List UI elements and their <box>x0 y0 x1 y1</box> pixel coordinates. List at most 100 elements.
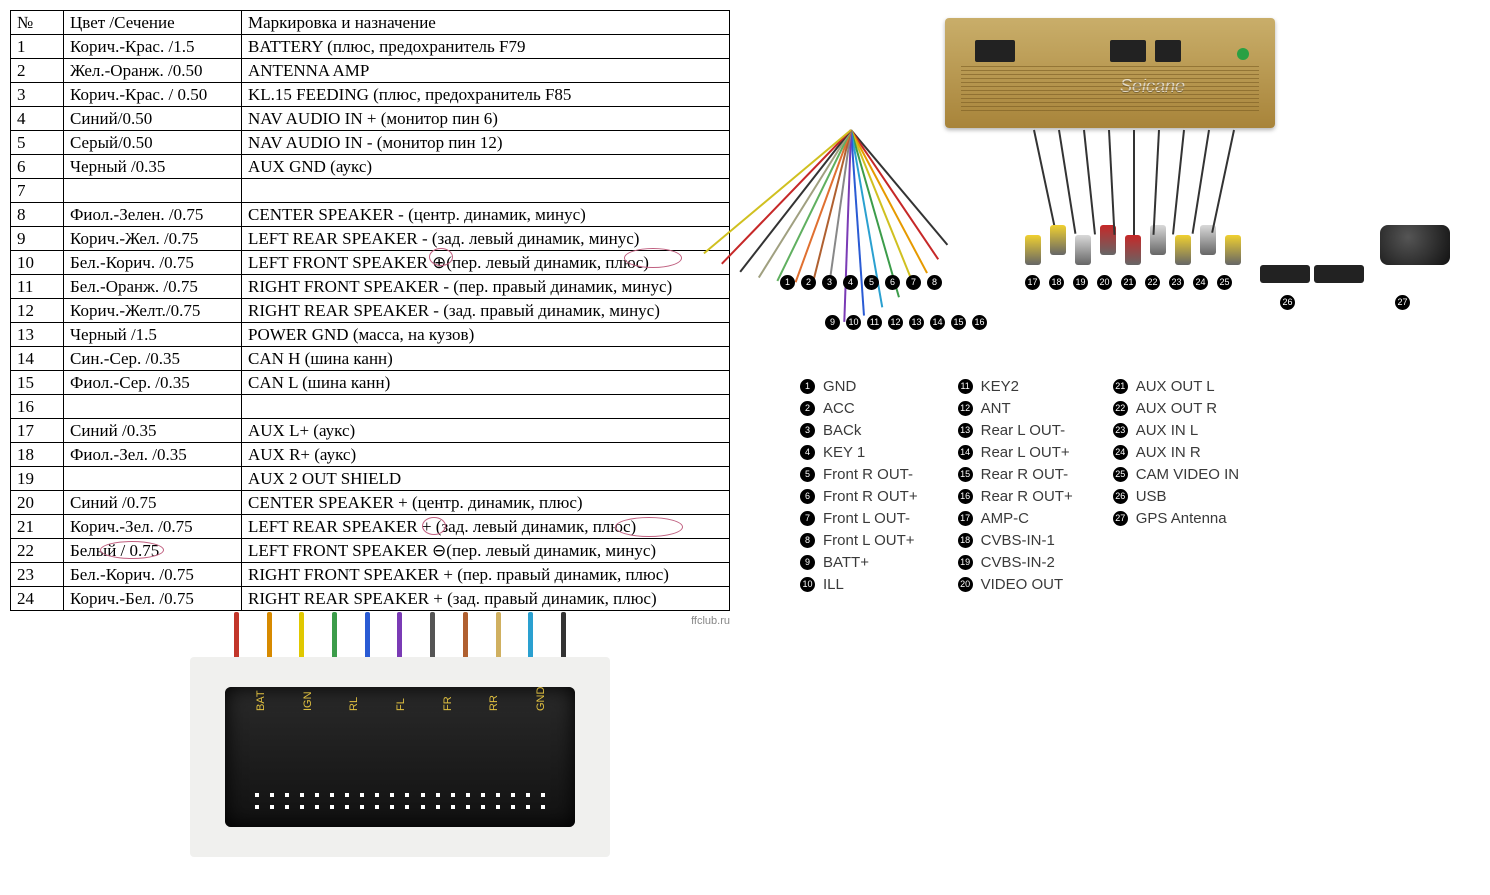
connector-pin <box>511 805 515 809</box>
table-row: 8Фиол.-Зелен. /0.75CENTER SPEAKER - (цен… <box>11 203 730 227</box>
legend-row: 20VIDEO OUT <box>958 576 1073 593</box>
legend-text: AUX IN R <box>1136 444 1201 461</box>
cell-description: CENTER SPEAKER + (центр. динамик, плюс) <box>242 491 730 515</box>
cell-number: 24 <box>11 587 64 611</box>
connector-pin <box>330 793 334 797</box>
cell-number: 21 <box>11 515 64 539</box>
cell-color: Корич.-Зел. /0.75 <box>64 515 242 539</box>
cell-number: 4 <box>11 107 64 131</box>
legend-text: VIDEO OUT <box>981 576 1064 593</box>
connector-pin <box>421 793 425 797</box>
pin-marker: 24 <box>1193 275 1208 290</box>
legend-row: 12ANT <box>958 400 1073 417</box>
cell-color: Корич.-Крас. /1.5 <box>64 35 242 59</box>
connector-pin <box>315 805 319 809</box>
cell-description: AUX GND (аукс) <box>242 155 730 179</box>
wire <box>850 129 948 245</box>
legend-text: Rear R OUT+ <box>981 488 1073 505</box>
legend-number: 17 <box>958 511 973 526</box>
hand-circle <box>624 248 682 268</box>
connector-pin <box>375 805 379 809</box>
cell-color <box>64 467 242 491</box>
hand-circle <box>422 517 446 535</box>
legend-text: BACk <box>823 422 861 439</box>
cell-color: Синий /0.35 <box>64 419 242 443</box>
cell-color: Синий /0.75 <box>64 491 242 515</box>
cell-description: RIGHT FRONT SPEAKER - (пер. правый динам… <box>242 275 730 299</box>
legend-row: 21AUX OUT L <box>1113 378 1239 395</box>
legend-row: 27GPS Antenna <box>1113 510 1239 527</box>
pin-marker: 19 <box>1073 275 1088 290</box>
table-row: 23Бел.-Корич. /0.75RIGHT FRONT SPEAKER +… <box>11 563 730 587</box>
connector-pin <box>541 805 545 809</box>
connector-wire <box>267 612 272 657</box>
cell-description: RIGHT REAR SPEAKER + (зад. правый динами… <box>242 587 730 611</box>
rca-plug <box>1225 235 1241 265</box>
hand-circle <box>615 517 683 537</box>
legend-text: Rear L OUT+ <box>981 444 1070 461</box>
table-row: 18Фиол.-Зел. /0.35AUX R+ (аукс) <box>11 443 730 467</box>
left-column: № Цвет /Сечение Маркировка и назначение … <box>10 10 730 857</box>
cell-description: LEFT REAR SPEAKER - (зад. левый динамик,… <box>242 227 730 251</box>
pin-marker: 4 <box>843 275 858 290</box>
table-row: 6Черный /0.35AUX GND (аукс) <box>11 155 730 179</box>
pin-marker: 1 <box>780 275 795 290</box>
legend-number: 10 <box>800 577 815 592</box>
cell-number: 11 <box>11 275 64 299</box>
legend-text: KEY2 <box>981 378 1019 395</box>
legend-number: 11 <box>958 379 973 394</box>
table-row: 24Корич.-Бел. /0.75RIGHT REAR SPEAKER + … <box>11 587 730 611</box>
connector-wire <box>463 612 468 657</box>
pin-marker: 22 <box>1145 275 1160 290</box>
cell-description: POWER GND (масса, на кузов) <box>242 323 730 347</box>
cell-number: 9 <box>11 227 64 251</box>
cell-color: Бел.-Корич. /0.75 <box>64 251 242 275</box>
table-header-row: № Цвет /Сечение Маркировка и назначение <box>11 11 730 35</box>
cell-color: Фиол.-Зелен. /0.75 <box>64 203 242 227</box>
connector-wire <box>528 612 533 657</box>
legend-number: 9 <box>800 555 815 570</box>
legend-number: 18 <box>958 533 973 548</box>
cell-description: CAN L (шина канн) <box>242 371 730 395</box>
cell-number: 10 <box>11 251 64 275</box>
pin-marker: 23 <box>1169 275 1184 290</box>
connector-pin <box>405 805 409 809</box>
pin-marker: 17 <box>1025 275 1040 290</box>
rca-plug <box>1175 235 1191 265</box>
cell-color: Корич.-Желт./0.75 <box>64 299 242 323</box>
legend-row: 2ACC <box>800 400 918 417</box>
connector-label: RL <box>348 701 360 711</box>
pin-marker: 11 <box>867 315 882 330</box>
connector-pin <box>511 793 515 797</box>
connector-pin <box>436 793 440 797</box>
cell-color: Черный /0.35 <box>64 155 242 179</box>
legend-number: 2 <box>800 401 815 416</box>
legend-row: 10 ILL <box>800 576 918 593</box>
table-row: 7 <box>11 179 730 203</box>
legend-row: 1GND <box>800 378 918 395</box>
connector-pin <box>541 793 545 797</box>
connector-pin <box>300 793 304 797</box>
connector-pin <box>285 805 289 809</box>
legend-row: 16Rear R OUT+ <box>958 488 1073 505</box>
connector-pin <box>526 805 530 809</box>
legend-text: CVBS-IN-2 <box>981 554 1055 571</box>
cell-color: Корич.-Жел. /0.75 <box>64 227 242 251</box>
legend-text: Front L OUT- <box>823 510 910 527</box>
legend-row: 4KEY 1 <box>800 444 918 461</box>
connector-wire <box>332 612 337 657</box>
connector-label: RR <box>488 701 500 711</box>
table-row: 4Синий/0.50NAV AUDIO IN + (монитор пин 6… <box>11 107 730 131</box>
pin-marker: 27 <box>1395 295 1410 310</box>
connector-pin <box>390 793 394 797</box>
legend-row: 23AUX IN L <box>1113 422 1239 439</box>
legend-text: ANT <box>981 400 1011 417</box>
legend-number: 23 <box>1113 423 1128 438</box>
legend-row: 26USB <box>1113 488 1239 505</box>
table-row: 13Черный /1.5POWER GND (масса, на кузов) <box>11 323 730 347</box>
pin-marker: 16 <box>972 315 987 330</box>
legend-text: CVBS-IN-1 <box>981 532 1055 549</box>
cell-number: 7 <box>11 179 64 203</box>
pin-marker: 12 <box>888 315 903 330</box>
legend-text: ILL <box>823 576 844 593</box>
